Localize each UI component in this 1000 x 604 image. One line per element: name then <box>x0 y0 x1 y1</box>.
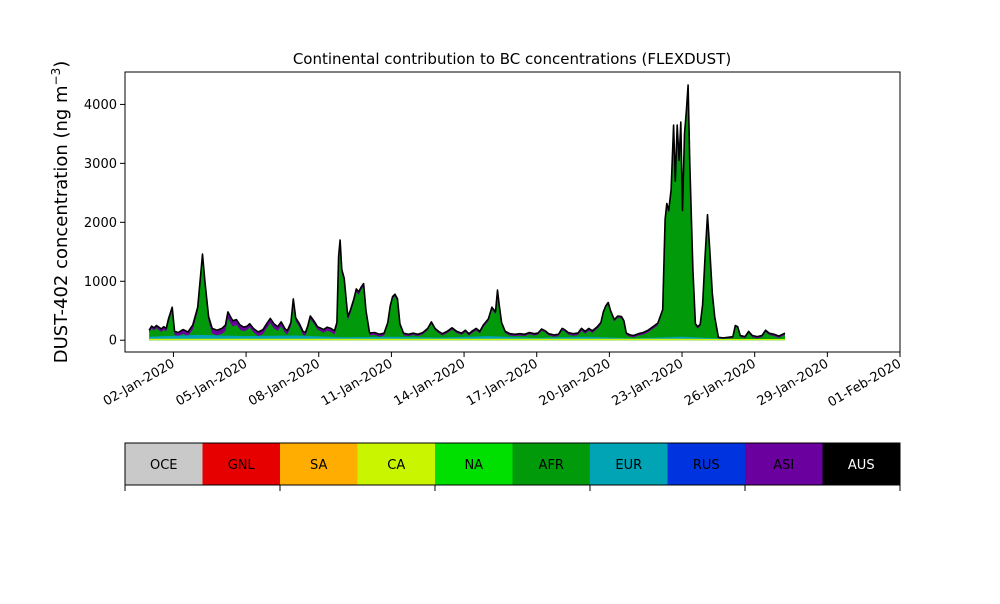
colorbar-label-rus: RUS <box>693 458 720 473</box>
x-tick-label: 14-Jan-2020 <box>391 356 468 409</box>
colorbar-label-eur: EUR <box>615 458 642 473</box>
series-ca-strip <box>149 338 785 341</box>
x-axis: 02-Jan-202005-Jan-202008-Jan-202011-Jan-… <box>101 352 904 410</box>
y-tick-label: 4000 <box>84 98 117 113</box>
colorbar-swatch-asi <box>745 443 823 485</box>
plot-frame <box>124 71 901 353</box>
colorbar-legend: OCE GNL SA CA NA AFR EUR RUS ASI AUS <box>124 442 901 491</box>
x-tick-label: 11-Jan-2020 <box>319 356 396 409</box>
colorbar-label-na: NA <box>464 458 483 473</box>
y-axis-label: DUST-402 concentration (ng m−3) <box>49 61 72 364</box>
colorbar-label-afr: AFR <box>539 458 564 473</box>
x-tick-label: 01-Feb-2020 <box>825 356 904 410</box>
colorbar-swatch-rus <box>667 443 746 485</box>
y-axis-label-close: ) <box>51 61 72 68</box>
colorbar-label-asi: ASI <box>773 458 794 473</box>
y-tick-label: 2000 <box>84 216 117 231</box>
colorbar-swatch-na <box>435 443 513 485</box>
y-tick-label: 1000 <box>84 275 117 290</box>
colorbar-swatch-oce <box>125 443 203 485</box>
chart-title: Continental contribution to BC concentra… <box>293 50 731 68</box>
colorbar-label-gnl: GNL <box>228 458 256 473</box>
x-tick-label: 23-Jan-2020 <box>609 356 686 409</box>
y-axis-label-main: DUST-402 concentration (ng m <box>51 85 72 363</box>
x-tick-label: 02-Jan-2020 <box>101 356 178 409</box>
x-tick-label: 26-Jan-2020 <box>682 356 759 409</box>
y-axis: 0 1000 2000 3000 4000 <box>84 98 125 349</box>
colorbar-label-oce: OCE <box>150 458 178 473</box>
x-tick-label: 20-Jan-2020 <box>537 356 614 409</box>
x-tick-label: 29-Jan-2020 <box>755 356 832 409</box>
colorbar-swatch-aus <box>822 443 901 485</box>
colorbar-label-aus: AUS <box>848 458 875 473</box>
plot-area <box>148 84 786 341</box>
y-tick-label: 3000 <box>84 157 117 172</box>
colorbar-label-sa: SA <box>310 458 327 473</box>
y-axis-label-exponent: −3 <box>49 68 63 86</box>
y-tick-label: 0 <box>109 334 117 349</box>
colorbar-swatch-ca <box>357 443 436 485</box>
series-total-outline <box>148 84 786 339</box>
colorbar-swatch-sa <box>280 443 358 485</box>
x-tick-label: 17-Jan-2020 <box>464 356 541 409</box>
x-tick-label: 08-Jan-2020 <box>246 356 323 409</box>
x-tick-label: 05-Jan-2020 <box>174 356 251 409</box>
colorbar-swatch-gnl <box>202 443 281 485</box>
colorbar-swatch-eur <box>590 443 668 485</box>
colorbar-swatch-afr <box>512 443 591 485</box>
colorbar-frame <box>124 442 901 486</box>
colorbar-label-ca: CA <box>387 458 405 473</box>
